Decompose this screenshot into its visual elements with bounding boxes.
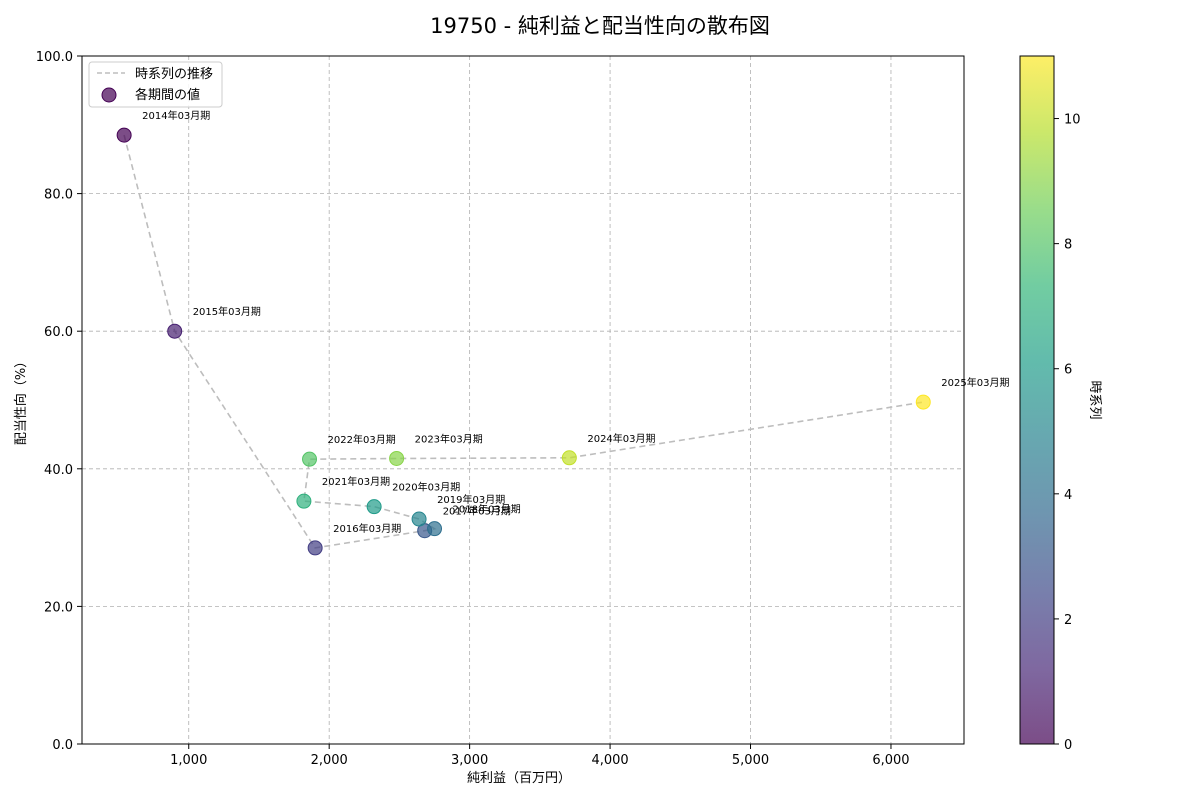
x-tick-label: 4,000 — [591, 753, 628, 768]
point-label: 2019年03月期 — [437, 493, 505, 506]
legend-point-label: 各期間の値 — [135, 87, 200, 103]
point-label: 2017年03月期 — [443, 505, 511, 518]
data-points — [116, 127, 931, 556]
data-point — [307, 540, 323, 556]
y-tick-label: 0.0 — [52, 738, 73, 753]
y-tick-label: 40.0 — [44, 463, 73, 478]
x-tick-label: 3,000 — [451, 753, 488, 768]
chart-title: 19750 - 純利益と配当性向の散布図 — [430, 14, 770, 38]
colorbar-tick-label: 8 — [1064, 238, 1072, 253]
grid — [82, 55, 964, 745]
point-labels: 2014年03月期 2015年03月期 2016年03月期 2017年03月期2018… — [142, 109, 1009, 535]
data-point — [167, 323, 183, 339]
point-label: 2014年03月期 — [142, 109, 210, 122]
data-point — [427, 521, 443, 537]
data-point — [116, 127, 132, 143]
point-label: 2018年03月期 — [453, 503, 521, 516]
point-label: 2022年03月期 — [328, 433, 396, 446]
legend-point-swatch — [101, 87, 117, 103]
y-axis: 0.0 20.0 40.0 60.0 80.0 100.0 — [36, 50, 82, 753]
x-tick-label: 1,000 — [170, 753, 207, 768]
colorbar-tick-label: 0 — [1064, 738, 1072, 753]
colorbar-label: 時系列 — [1087, 380, 1102, 419]
data-point — [411, 511, 427, 527]
point-label: 2020年03月期 — [392, 481, 460, 494]
x-axis: 1,000 2,000 3,000 4,000 5,000 6,000 — [170, 744, 910, 768]
colorbar-tick-label: 10 — [1064, 113, 1081, 128]
x-tick-label: 2,000 — [311, 753, 348, 768]
point-label: 2016年03月期 — [333, 522, 401, 535]
x-axis-label: 純利益（百万円） — [467, 771, 571, 786]
data-point — [389, 450, 405, 466]
colorbar-ticks: 0 2 4 6 8 10 — [1054, 113, 1081, 753]
point-label: 2021年03月期 — [322, 475, 390, 488]
y-tick-label: 80.0 — [44, 188, 73, 203]
trend-line — [123, 134, 924, 549]
y-tick-label: 20.0 — [44, 600, 73, 615]
colorbar-frame — [1019, 55, 1055, 745]
data-point — [296, 493, 312, 509]
colorbar-tick-label: 4 — [1064, 488, 1072, 503]
legend-trend-line-label: 時系列の推移 — [135, 67, 213, 82]
data-point — [366, 499, 382, 515]
trend-line-layer — [123, 134, 924, 549]
point-label: 2023年03月期 — [415, 432, 483, 445]
legend: 時系列の推移 各期間の値 — [88, 61, 223, 108]
y-axis-label: 配当性向（%） — [13, 355, 29, 445]
colorbar-tick-label: 2 — [1064, 613, 1072, 628]
data-point — [915, 394, 931, 410]
colorbar — [1020, 56, 1054, 744]
point-label: 2015年03月期 — [193, 305, 261, 318]
data-point — [302, 451, 318, 467]
x-tick-label: 6,000 — [872, 753, 909, 768]
point-label: 2025年03月期 — [941, 376, 1009, 389]
y-tick-label: 60.0 — [44, 325, 73, 340]
colorbar-tick-label: 6 — [1064, 363, 1072, 378]
x-tick-label: 5,000 — [732, 753, 769, 768]
data-point — [561, 450, 577, 466]
plot-frame — [81, 55, 965, 745]
y-tick-label: 100.0 — [36, 50, 73, 65]
point-label: 2024年03月期 — [587, 432, 655, 445]
